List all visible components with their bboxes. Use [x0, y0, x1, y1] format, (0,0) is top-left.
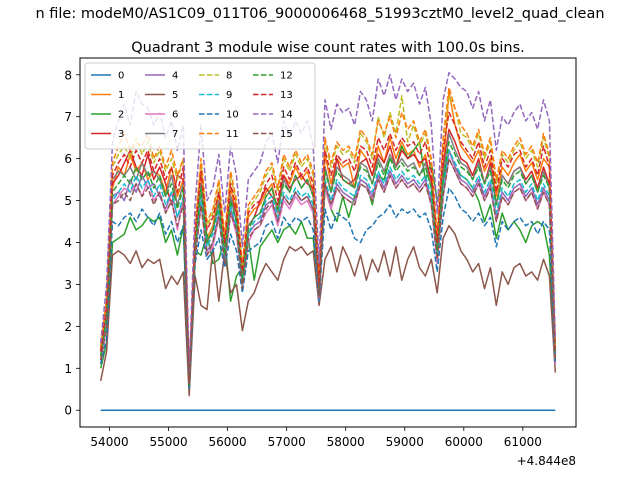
legend-label-9: 9	[226, 90, 232, 101]
legend-label-13: 13	[280, 90, 293, 101]
legend-label-14: 14	[280, 110, 293, 121]
legend-box	[84, 62, 316, 150]
chart-title: Quadrant 3 module wise count rates with …	[131, 40, 525, 56]
series-line-9	[99, 149, 557, 386]
legend-label-6: 6	[172, 110, 178, 121]
legend-label-8: 8	[226, 71, 232, 82]
x-tick-label: 57000	[268, 435, 306, 449]
y-tick-label: 7	[64, 110, 72, 124]
legend-label-2: 2	[118, 110, 124, 121]
series-line-11	[99, 86, 557, 378]
y-tick-label: 6	[64, 152, 72, 166]
series-line-13	[99, 111, 557, 382]
x-axis-offset-label: +4.844e8	[517, 454, 576, 468]
y-tick-label: 8	[64, 68, 72, 82]
series-line-1	[99, 90, 557, 382]
y-tick-label: 5	[64, 194, 72, 208]
y-tick-label: 0	[64, 404, 72, 418]
series-line-15	[99, 157, 557, 386]
legend-label-4: 4	[172, 71, 178, 82]
legend-label-10: 10	[226, 110, 239, 121]
legend-label-12: 12	[280, 71, 293, 82]
series-line-12	[99, 141, 557, 386]
y-tick-label: 4	[64, 236, 72, 250]
legend-label-15: 15	[280, 129, 293, 140]
legend-label-7: 7	[172, 129, 178, 140]
legend-label-5: 5	[172, 90, 178, 101]
x-tick-label: 59000	[386, 435, 424, 449]
x-tick-label: 58000	[327, 435, 365, 449]
y-axis: 0 1 2 3 4 5 6 7 8	[64, 68, 80, 418]
legend-label-0: 0	[118, 71, 124, 82]
x-axis: 54000 55000 56000 57000 58000 59000 60000 61000	[90, 427, 542, 449]
y-tick-label: 2	[64, 320, 72, 334]
series-line-10	[99, 187, 557, 391]
x-tick-label: 54000	[90, 435, 128, 449]
x-tick-label: 56000	[209, 435, 247, 449]
legend-label-11: 11	[226, 129, 239, 140]
legend-label-1: 1	[118, 90, 124, 101]
figure-suptitle: n file: modeM0/AS1C09_011T06_9000006468_…	[35, 6, 604, 22]
x-tick-label: 61000	[504, 435, 542, 449]
legend-label-3: 3	[118, 129, 124, 140]
y-tick-label: 1	[64, 362, 72, 376]
series-line-5	[99, 224, 557, 397]
x-tick-label: 55000	[149, 435, 187, 449]
x-tick-label: 60000	[445, 435, 483, 449]
series-line-8	[99, 94, 557, 378]
y-tick-label: 3	[64, 278, 72, 292]
